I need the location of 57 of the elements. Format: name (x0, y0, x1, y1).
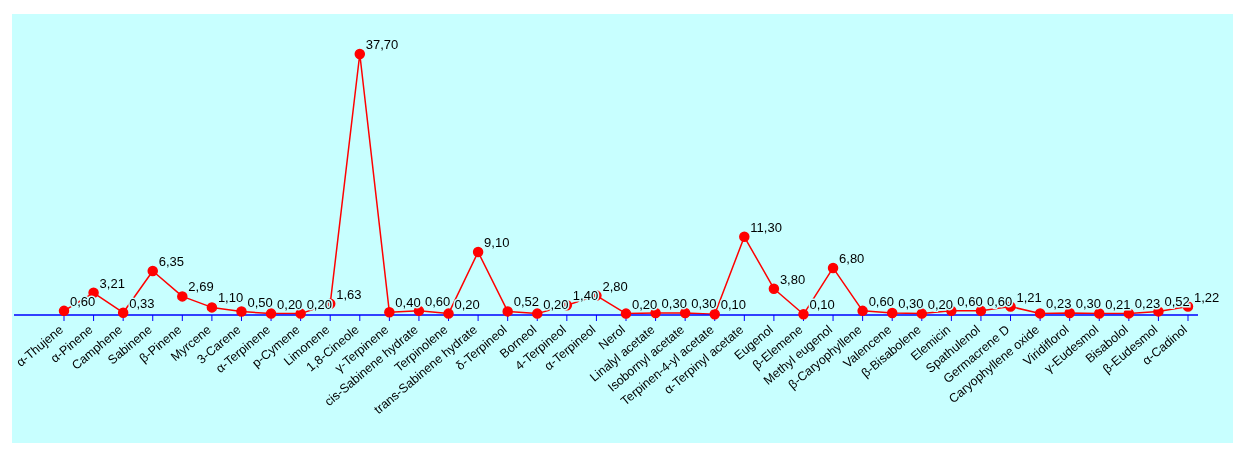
point (384, 306, 395, 318)
data-label: 0,23 (1134, 296, 1161, 312)
data-label: 1,63 (336, 286, 362, 302)
data-label: 0,20 (277, 296, 303, 312)
data-label: 3,80 (779, 271, 806, 287)
data-label: 0,60 (868, 293, 894, 309)
point (177, 291, 188, 302)
data-label: 0,30 (661, 295, 687, 311)
data-label: 0,21 (1105, 296, 1131, 312)
data-label: 3,21 (99, 275, 125, 291)
data-label: 0,10 (809, 297, 835, 313)
data-label: 0,20 (927, 296, 954, 312)
point (354, 48, 366, 60)
data-label: 37,70 (365, 37, 399, 52)
data-label: 0,40 (395, 295, 421, 311)
data-label: 0,52 (513, 294, 539, 310)
data-label: 0,10 (720, 297, 747, 313)
point (502, 306, 513, 317)
data-label: 0,60 (986, 293, 1013, 309)
data-label: 6,35 (158, 254, 185, 270)
point (236, 306, 247, 317)
point (443, 308, 454, 319)
data-label: 9,10 (484, 235, 510, 250)
data-label: 1,10 (217, 290, 244, 306)
point (798, 309, 809, 320)
point (739, 231, 750, 243)
point (206, 302, 218, 313)
point (117, 307, 129, 318)
data-label: 0,52 (1164, 294, 1190, 310)
point (532, 308, 543, 319)
point (768, 283, 780, 294)
point (265, 308, 277, 319)
data-label: 0,60 (957, 293, 983, 309)
data-label: 0,60 (424, 293, 451, 309)
point (709, 309, 720, 320)
data-label: 2,69 (188, 279, 214, 295)
data-label: 0,33 (129, 295, 155, 311)
point (620, 308, 632, 319)
point (827, 262, 839, 274)
data-label: 1,22 (1194, 289, 1220, 305)
data-label: 0,50 (247, 294, 273, 310)
point (1034, 308, 1046, 319)
data-label: 0,30 (898, 295, 924, 311)
point (58, 305, 70, 317)
point (886, 307, 898, 319)
data-label: 11,30 (750, 219, 782, 235)
point (857, 305, 868, 317)
point (472, 246, 484, 258)
data-label: 0,30 (1075, 295, 1101, 311)
data-label: 0,20 (632, 296, 658, 312)
data-label: 2,80 (602, 278, 628, 294)
data-label: 1,21 (1016, 289, 1042, 305)
data-label: 0,20 (454, 296, 480, 312)
data-label: 0,30 (691, 295, 717, 311)
point (147, 265, 158, 277)
data-label: 6,80 (839, 250, 865, 266)
data-label: 0,23 (1046, 296, 1072, 312)
